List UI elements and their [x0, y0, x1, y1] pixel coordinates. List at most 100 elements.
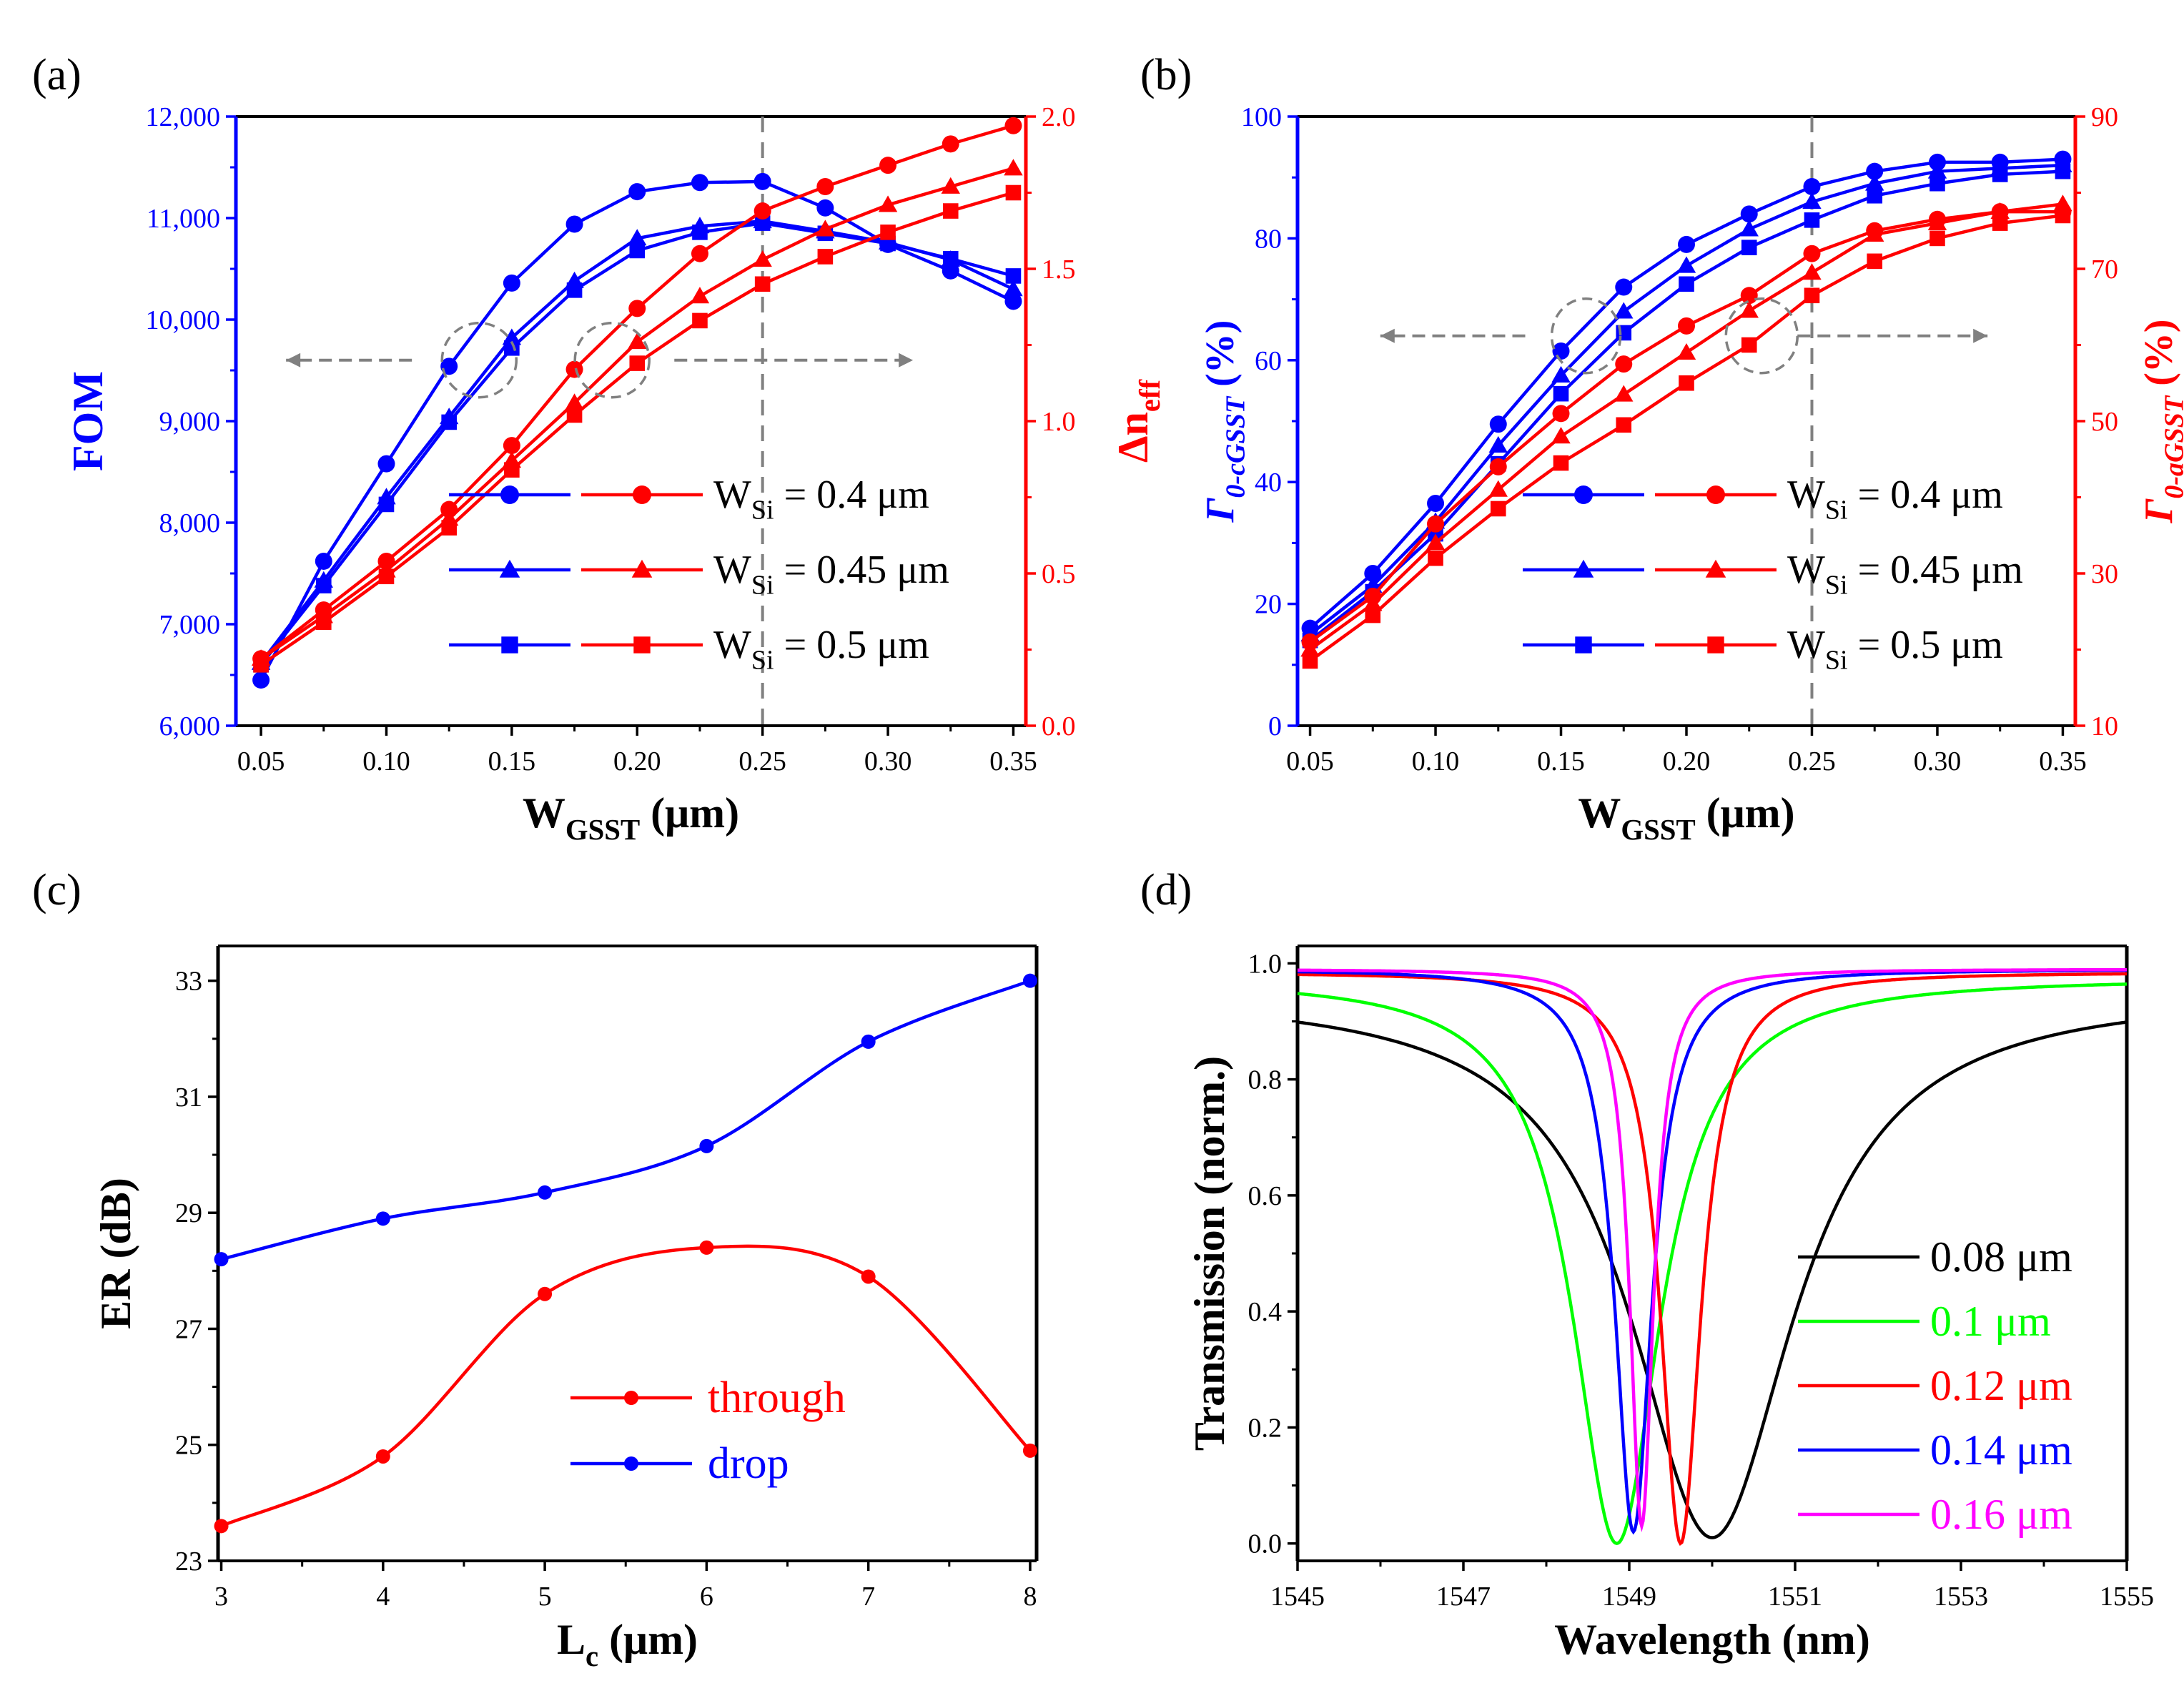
- y2-axis-title: Δneff: [1110, 379, 1166, 463]
- x-tick-label: 0.10: [362, 746, 410, 776]
- x-axis-title-main: W: [1578, 789, 1621, 837]
- data-point: [1300, 640, 1320, 657]
- data-point: [1678, 235, 1695, 253]
- annotation-ellipse: [440, 322, 518, 399]
- data-point: [1489, 415, 1507, 433]
- legend-label-main: W: [713, 473, 751, 517]
- panel-label: (a): [32, 51, 81, 99]
- legend-marker: [500, 485, 519, 504]
- series-line-through: [220, 1244, 1032, 1528]
- x-tick-label: 3: [214, 1582, 228, 1612]
- data-point: [377, 455, 395, 473]
- data-point: [1004, 117, 1022, 134]
- data-point: [629, 242, 646, 259]
- y-axis-title-main: FOM: [64, 371, 112, 471]
- legend-marker: [1574, 485, 1593, 504]
- y-tick-label: 27: [175, 1314, 202, 1344]
- data-point: [1425, 533, 1446, 551]
- data-point: [566, 282, 583, 298]
- data-point: [1488, 480, 1508, 497]
- data-point: [879, 157, 897, 174]
- legend-label-sub: Si: [751, 571, 774, 601]
- data-point: [1552, 342, 1570, 360]
- data-point: [1865, 225, 1884, 242]
- data-point: [699, 1240, 714, 1255]
- x-tick-label: 1545: [1270, 1582, 1325, 1612]
- legend-label-sub: Si: [751, 495, 774, 526]
- data-point: [1428, 550, 1443, 566]
- data-point: [440, 358, 458, 375]
- y-tick-label: 60: [1255, 346, 1282, 376]
- legend-label-tail: = 0.45 μm: [1848, 548, 2023, 592]
- y-tick-label: 7,000: [159, 610, 221, 640]
- x-tick-label: 0.35: [989, 746, 1037, 776]
- x-axis-title-sub: GSST: [1621, 814, 1695, 846]
- data-point: [375, 1449, 390, 1464]
- legend-label: WSi = 0.45 μm: [713, 548, 949, 601]
- legend-marker: [1705, 559, 1726, 578]
- data-point: [941, 177, 960, 194]
- data-point: [628, 300, 646, 317]
- panel-a: 0.05 0.10 0.15 0.20 0.25 0.30 0.35 6,000 7,000 8,…: [32, 51, 1166, 846]
- data-point: [1741, 337, 1757, 353]
- annotation-ellipse: [1550, 297, 1622, 375]
- legend-label-main: W: [713, 623, 751, 667]
- data-point: [1022, 1443, 1037, 1458]
- data-point: [816, 199, 834, 217]
- x-axis-title-main: L: [557, 1616, 585, 1663]
- data-point: [1679, 276, 1694, 292]
- panel-label: (b): [1140, 51, 1192, 99]
- y-tick-label: 29: [175, 1198, 202, 1228]
- legend-label-sub: Si: [1825, 495, 1848, 526]
- data-point: [1739, 301, 1759, 318]
- y-tick-label: 20: [1255, 590, 1282, 620]
- y-tick-label: 9,000: [159, 407, 221, 437]
- data-point: [942, 251, 959, 267]
- x-axis-title-main: W: [523, 789, 565, 837]
- data-point: [1740, 205, 1758, 223]
- data-point: [1741, 240, 1757, 255]
- x-axis-title-sub: GSST: [565, 814, 640, 846]
- legend-label-tail: = 0.4 μm: [1848, 473, 2003, 517]
- data-point: [1427, 495, 1445, 513]
- data-point: [565, 215, 583, 233]
- data-point: [503, 274, 520, 292]
- legend-label: WSi = 0.4 μm: [713, 473, 929, 526]
- data-point: [504, 340, 520, 356]
- data-point: [1615, 278, 1633, 296]
- y-tick-label: 0.4: [1248, 1297, 1283, 1327]
- data-point: [1990, 202, 2010, 220]
- x-tick-label: 6: [700, 1582, 713, 1612]
- y2-tick-label: 70: [2091, 255, 2118, 285]
- y-tick-label: 0: [1268, 711, 1282, 741]
- legend-marker: [1706, 485, 1725, 504]
- y2-axis-title: Γ0-aGSST (%): [2137, 320, 2184, 524]
- data-point: [1927, 213, 1947, 230]
- legend-marker: [624, 1456, 638, 1471]
- series-line-5: [260, 191, 1014, 666]
- data-point: [378, 496, 395, 513]
- spectrum-line-0: [1297, 1020, 2128, 1539]
- data-point: [1867, 253, 1883, 270]
- x-tick-label: 0.15: [1537, 746, 1585, 776]
- legend-label-main: W: [1787, 548, 1825, 592]
- x-tick-label: 0.30: [1914, 746, 1962, 776]
- data-point: [1427, 515, 1445, 533]
- data-point: [1302, 653, 1318, 669]
- y-axis-title-tail: (%): [1198, 320, 1242, 397]
- data-point: [1614, 302, 1634, 319]
- x-tick-label: 0.25: [738, 746, 786, 776]
- data-point: [1363, 594, 1383, 611]
- data-point: [753, 250, 772, 267]
- data-point: [1614, 385, 1634, 402]
- data-point: [1551, 365, 1571, 383]
- data-point: [942, 135, 959, 153]
- data-point: [1553, 385, 1569, 402]
- y-tick-label: 0.0: [1248, 1529, 1283, 1559]
- x-tick-label: 0.20: [1663, 746, 1711, 776]
- data-point: [692, 312, 708, 329]
- x-axis-title-tail: (μm): [1696, 789, 1795, 837]
- data-point: [1490, 501, 1506, 517]
- data-point: [1678, 317, 1695, 335]
